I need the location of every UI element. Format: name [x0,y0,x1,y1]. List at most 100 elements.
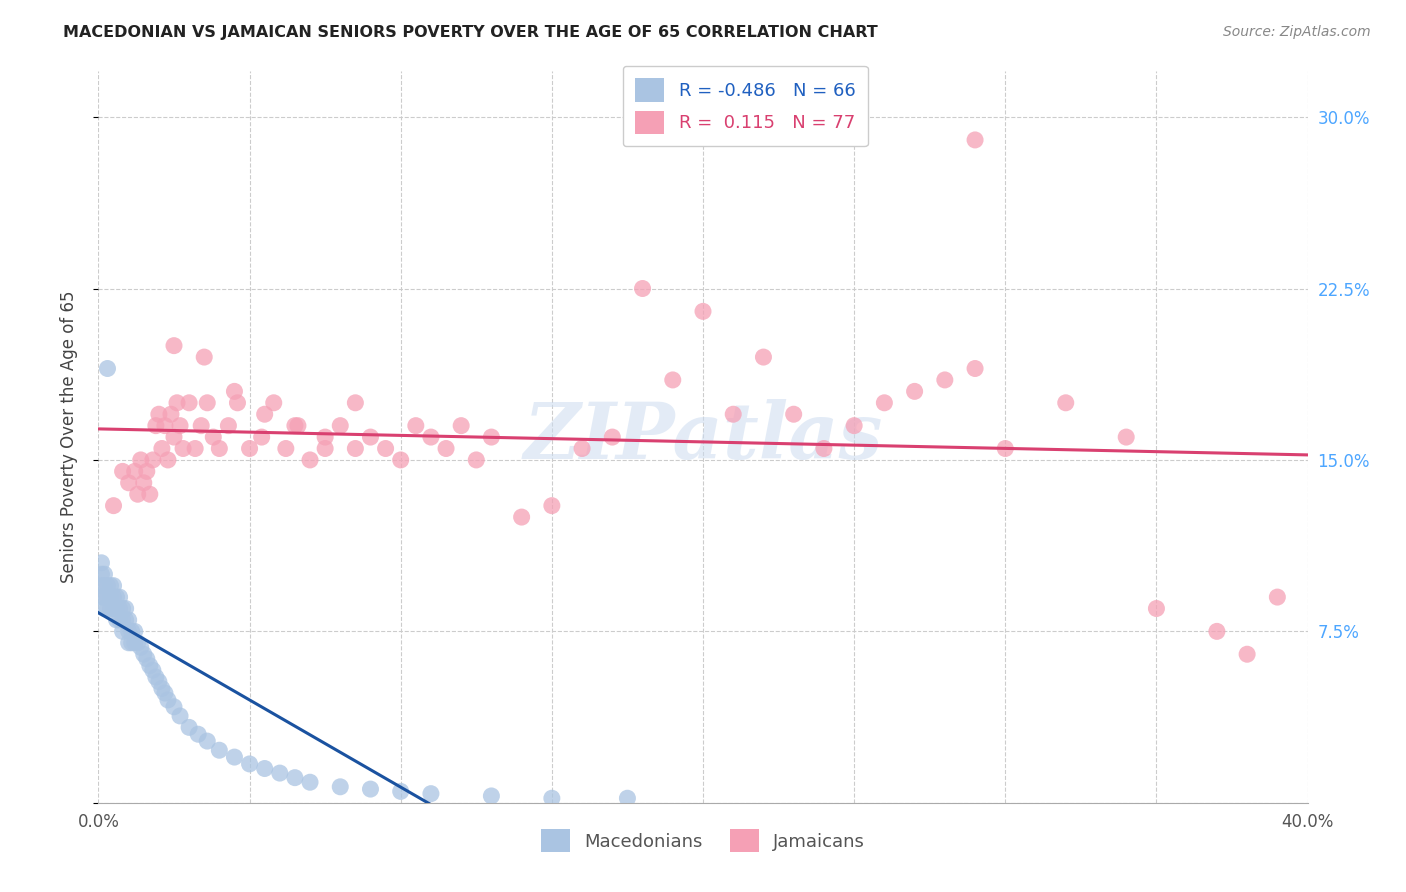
Point [96,361,118,376]
Point [1054,396,1077,410]
Point [239,442,262,456]
Point [450,418,472,433]
Point [616,791,638,805]
Point [132,475,155,490]
Point [108,590,131,604]
Point [299,453,322,467]
Point [344,396,367,410]
Point [1236,647,1258,661]
Point [96,590,118,604]
Point [148,674,170,689]
Point [118,475,141,490]
Point [844,418,866,433]
Point [90,579,112,593]
Point [540,791,562,805]
Point [90,590,112,604]
Point [269,766,291,780]
Point [193,350,215,364]
Point [163,430,186,444]
Point [145,418,167,433]
Text: ZIPatlas: ZIPatlas [523,399,883,475]
Point [239,756,262,771]
Point [481,789,503,803]
Point [103,499,125,513]
Y-axis label: Seniors Poverty Over the Age of 65: Seniors Poverty Over the Age of 65 [59,291,77,583]
Point [150,442,173,456]
Point [314,430,336,444]
Point [226,396,249,410]
Point [344,442,367,456]
Point [129,453,152,467]
Point [139,487,162,501]
Point [253,762,276,776]
Point [166,396,188,410]
Point [108,613,131,627]
Point [124,464,146,478]
Point [118,636,141,650]
Point [195,396,218,410]
Point [360,430,382,444]
Point [195,734,218,748]
Point [156,693,179,707]
Point [284,418,307,433]
Point [217,418,239,433]
Point [105,613,128,627]
Point [93,601,115,615]
Point [172,442,194,456]
Point [156,453,179,467]
Point [93,590,115,604]
Point [329,418,352,433]
Point [631,281,654,295]
Point [145,670,167,684]
Point [93,567,115,582]
Point [692,304,714,318]
Point [274,442,297,456]
Point [389,453,412,467]
Point [208,743,231,757]
Point [813,442,835,456]
Point [139,658,162,673]
Point [661,373,683,387]
Point [287,418,309,433]
Point [90,567,112,582]
Point [389,784,412,798]
Point [111,624,134,639]
Point [187,727,209,741]
Point [100,579,122,593]
Point [465,453,488,467]
Text: Source: ZipAtlas.com: Source: ZipAtlas.com [1223,25,1371,39]
Point [163,338,186,352]
Point [153,418,176,433]
Point [169,418,191,433]
Point [752,350,775,364]
Point [148,407,170,421]
Point [263,396,285,410]
Point [150,681,173,696]
Point [481,430,503,444]
Point [132,647,155,661]
Point [873,396,896,410]
Point [314,442,336,456]
Point [105,590,128,604]
Point [299,775,322,789]
Point [179,396,201,410]
Point [420,430,443,444]
Point [360,782,382,797]
Point [129,640,152,655]
Point [121,636,143,650]
Point [723,407,745,421]
Point [374,442,396,456]
Point [118,624,141,639]
Point [163,699,186,714]
Point [114,601,136,615]
Point [602,430,624,444]
Point [1267,590,1289,604]
Point [1115,430,1137,444]
Point [153,686,176,700]
Point [783,407,806,421]
Point [142,663,165,677]
Point [329,780,352,794]
Point [103,590,125,604]
Point [103,601,125,615]
Point [224,384,246,399]
